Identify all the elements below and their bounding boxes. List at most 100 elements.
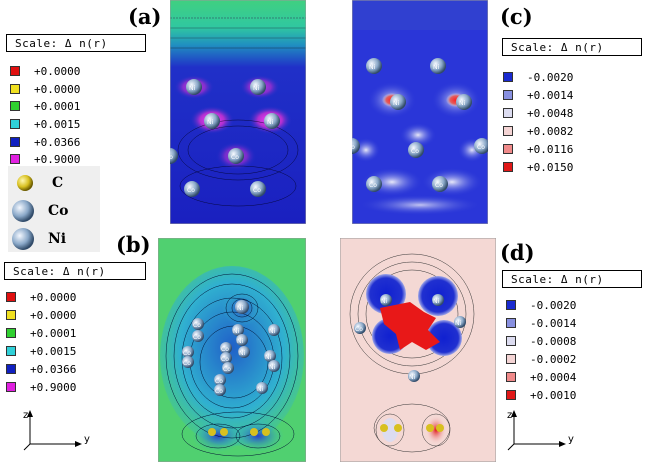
atom-ni: Ni [380, 294, 392, 306]
svg-text:Ni: Ni [393, 100, 399, 107]
legend-c-row: -0.0020 [503, 70, 573, 84]
svg-text:Co: Co [215, 388, 223, 395]
atom-co: Co [352, 138, 360, 154]
svg-text:Ni: Ni [381, 298, 387, 305]
atom-ni: Ni [430, 58, 446, 74]
legend-value: +0.0000 [30, 290, 77, 304]
scale-box-c: Scale: Δ n(r) [502, 38, 642, 56]
legend-d-row: -0.0014 [506, 316, 576, 330]
panel-c-label: (c) [500, 4, 533, 29]
svg-text:Ni: Ni [269, 364, 275, 371]
svg-text:Ni: Ni [267, 119, 273, 126]
atom-ni: Ni [390, 94, 406, 110]
svg-text:Ni: Ni [455, 320, 461, 327]
svg-text:Co: Co [369, 182, 377, 189]
legend-swatch [506, 390, 516, 400]
legend-d-row: -0.0002 [506, 352, 576, 366]
svg-text:Co: Co [352, 144, 355, 151]
axis-indicator-d: z y [507, 410, 574, 451]
legend-b-row: +0.0015 [6, 344, 76, 358]
atom-ni: Ni [268, 324, 280, 336]
atom-ni: Ni [432, 294, 444, 306]
legend-value: -0.0002 [530, 352, 577, 366]
legend-value: +0.0366 [34, 135, 81, 149]
svg-text:Co: Co [193, 334, 201, 341]
atom-ni: Ni [454, 316, 466, 328]
svg-text:Co: Co [215, 378, 223, 385]
scale-label: Scale: Δ n(r) [15, 37, 108, 50]
legend-swatch [10, 101, 20, 111]
legend-a-row: +0.0366 [10, 135, 80, 149]
svg-text:Co: Co [477, 144, 485, 151]
panel-d-label: (d) [500, 240, 535, 265]
scale-label: Scale: Δ n(r) [13, 265, 106, 278]
legend-swatch [503, 72, 513, 82]
svg-text:Ni: Ni [239, 350, 245, 357]
svg-text:Ni: Ni [269, 328, 275, 335]
density-map-a: Ni Ni Ni Ni Co Co Co Co [170, 0, 306, 224]
panel-a-label: (a) [128, 4, 162, 29]
legend-swatch [6, 364, 16, 374]
legend-swatch [506, 354, 516, 364]
legend-swatch [10, 119, 20, 129]
scale-label: Scale: Δ n(r) [511, 273, 604, 286]
atom-co: Co [366, 176, 382, 192]
legend-value: +0.0366 [30, 362, 77, 376]
svg-text:Co: Co [253, 187, 261, 194]
legend-a-row: +0.0001 [10, 99, 80, 113]
atom-ni: Ni [235, 300, 249, 314]
legend-swatch [10, 84, 20, 94]
scale-box-b: Scale: Δ n(r) [4, 262, 146, 280]
atom-co: Co [184, 181, 200, 197]
legend-a-row: +0.0000 [10, 82, 80, 96]
legend-d-row: +0.0004 [506, 370, 576, 384]
legend-swatch [506, 318, 516, 328]
legend-value: +0.0015 [34, 117, 81, 131]
legend-swatch [6, 328, 16, 338]
legend-swatch [506, 300, 516, 310]
legend-b-row: +0.9000 [6, 380, 76, 394]
legend-value: +0.0000 [30, 308, 77, 322]
legend-c-row: +0.0048 [503, 106, 573, 120]
legend-swatch [506, 336, 516, 346]
atom-ni: Ni [186, 79, 202, 95]
atom-co: Co [474, 138, 488, 154]
svg-text:Co: Co [183, 360, 191, 367]
axis-indicator-b: z y [23, 410, 90, 451]
legend-a-row: +0.0015 [10, 117, 80, 131]
svg-text:Co: Co [187, 187, 195, 194]
legend-a-row: +0.9000 [10, 152, 80, 166]
atom-co: Co [182, 346, 194, 358]
nickel-atom-icon [12, 228, 34, 250]
scale-label: Scale: Δ n(r) [511, 41, 604, 54]
legend-value: +0.0014 [527, 88, 574, 102]
legend-swatch [503, 144, 513, 154]
legend-b-row: +0.0000 [6, 308, 76, 322]
legend-value: +0.9000 [34, 152, 81, 166]
atom-co: Co [220, 342, 232, 354]
legend-c-row: +0.0082 [503, 124, 573, 138]
atom-legend-co: Co [10, 198, 68, 224]
atom-legend: C Co Ni [8, 166, 100, 252]
atom-ni: Ni [238, 346, 250, 358]
svg-text:Ni: Ni [459, 100, 465, 107]
legend-b-row: +0.0001 [6, 326, 76, 340]
density-map-b: Ni Co Co Ni Ni Ni Co Co Ni Co Co Co Ni N… [158, 238, 306, 462]
svg-text:Co: Co [435, 182, 443, 189]
svg-text:Co: Co [193, 322, 201, 329]
density-map-d: Ni Ni Co Ni Ni [340, 238, 496, 462]
atom-ni: Ni [232, 324, 244, 336]
svg-text:Ni: Ni [253, 85, 259, 92]
atom-co: Co [192, 318, 204, 330]
svg-text:Co: Co [355, 326, 363, 333]
legend-swatch [503, 108, 513, 118]
legend-swatch [6, 382, 16, 392]
scale-box-d: Scale: Δ n(r) [502, 270, 642, 288]
svg-text:Ni: Ni [265, 354, 271, 361]
svg-text:Ni: Ni [233, 328, 239, 335]
scale-box-a: Scale: Δ n(r) [6, 34, 146, 52]
atom-co: Co [214, 384, 226, 396]
axis-z-label: z [23, 410, 28, 421]
legend-value: +0.0001 [34, 99, 81, 113]
carbon-pair [380, 424, 444, 432]
